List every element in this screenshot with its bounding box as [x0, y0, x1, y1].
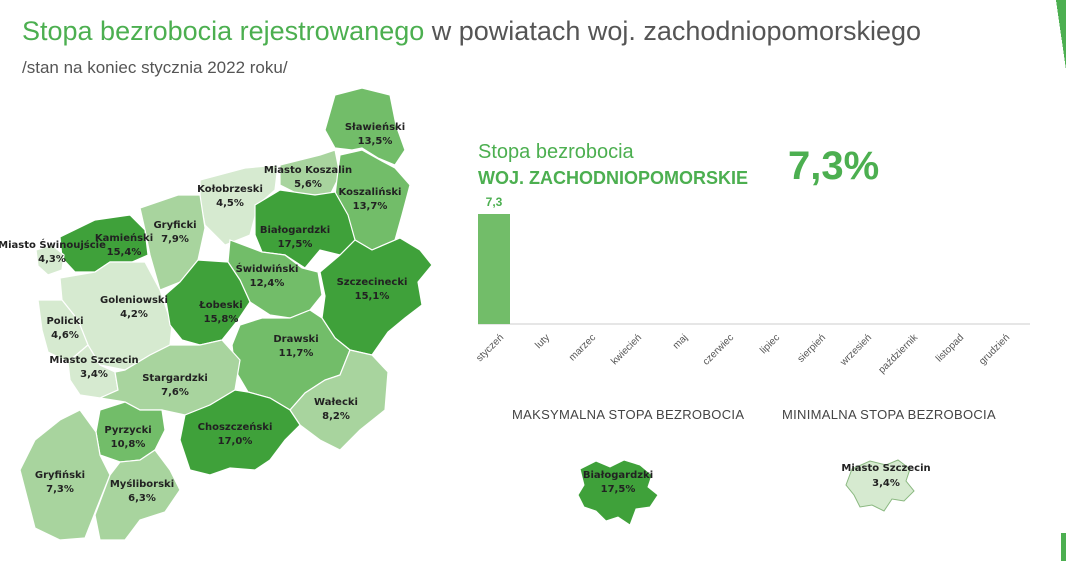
region-value-wałecki: 8,2%	[322, 411, 350, 422]
month-label-październik: październik	[877, 332, 921, 376]
region-name-gryficki: Gryficki	[153, 220, 196, 231]
region-value-szczecinecki: 15,1%	[355, 291, 390, 302]
region-name-białogardzki: Białogardzki	[260, 225, 330, 236]
region-value-gryfiński: 7,3%	[46, 484, 74, 495]
region-name-sławieński: Sławieński	[345, 121, 405, 133]
bar-label-styczeń: 7,3	[486, 195, 503, 209]
min-region-value: 3,4%	[872, 478, 900, 489]
region-name-miasto-świnoujście: Miasto Świnoujście	[0, 238, 106, 251]
accent-mark	[1061, 533, 1066, 561]
region-value-kołobrzeski: 4,5%	[216, 198, 244, 209]
region-value-goleniowski: 4,2%	[120, 309, 148, 320]
region-name-świdwiński: Świdwiński	[236, 262, 299, 275]
region-name-stargardzki: Stargardzki	[142, 373, 208, 384]
region-łobeski	[164, 259, 251, 346]
bar-styczeń	[478, 214, 510, 324]
month-label-marzec: marzec	[567, 332, 598, 363]
min-region-map: Miasto Szczecin 3,4%	[841, 459, 931, 512]
min-region-shape	[845, 459, 915, 512]
region-sławieński	[324, 87, 406, 166]
region-szczecinecki	[319, 237, 433, 356]
region-value-sławieński: 13,5%	[358, 136, 393, 147]
month-label-kwiecień: kwiecień	[609, 332, 644, 367]
region-name-wałecki: Wałecki	[314, 397, 358, 408]
month-label-styczeń: styczeń	[474, 332, 506, 364]
month-label-grudzień: grudzień	[977, 332, 1012, 367]
max-region-name: Białogardzki	[583, 470, 653, 481]
region-miasto-świnoujście	[35, 244, 65, 276]
region-name-drawski: Drawski	[273, 334, 318, 345]
kpi-title: Stopa bezrobocia	[478, 141, 634, 163]
region-name-kamieński: Kamieński	[95, 232, 153, 244]
region-name-miasto-szczecin: Miasto Szczecin	[49, 355, 138, 366]
region-value-miasto-koszalin: 5,6%	[294, 179, 322, 190]
region-name-miasto-koszalin: Miasto Koszalin	[264, 165, 352, 176]
region-value-łobeski: 15,8%	[204, 314, 239, 325]
region-value-pyrzycki: 10,8%	[111, 439, 146, 450]
region-miasto-koszalin	[279, 149, 341, 196]
accent-triangle	[1056, 0, 1066, 70]
title-rest: w powiatach woj. zachodniopomorskiego	[424, 16, 922, 46]
region-value-koszaliński: 13,7%	[353, 201, 388, 212]
month-label-wrzesień: wrzesień	[838, 332, 874, 368]
region-name-koszaliński: Koszaliński	[339, 186, 402, 198]
region-value-świdwiński: 12,4%	[250, 278, 285, 289]
region-value-miasto-szczecin: 3,4%	[80, 369, 108, 380]
region-value-białogardzki: 17,5%	[278, 239, 313, 250]
region-value-choszczeński: 17,0%	[218, 436, 253, 447]
region-name-kołobrzeski: Kołobrzeski	[197, 184, 263, 195]
region-name-szczecinecki: Szczecinecki	[337, 277, 408, 288]
page-title: Stopa bezrobocia rejestrowanego w powiat…	[22, 16, 921, 47]
monthly-bar-chart: 7,3 styczeń luty marzec kwiecień maj czerwiec…	[474, 195, 1030, 376]
region-name-gryfiński: Gryfiński	[35, 469, 85, 481]
max-region-value: 17,5%	[601, 484, 636, 495]
region-value-gryficki: 7,9%	[161, 234, 189, 245]
region-value-stargardzki: 7,6%	[161, 387, 189, 398]
month-label-listopad: listopad	[934, 332, 966, 364]
title-highlight: Stopa bezrobocia rejestrowanego	[22, 16, 425, 46]
county-map: Sławieński 13,5% Miasto Koszalin 5,6% Koszal…	[0, 87, 433, 541]
region-choszczeński	[179, 389, 301, 476]
region-name-myśliborski: Myśliborski	[110, 478, 174, 490]
region-name-pyrzycki: Pyrzycki	[104, 425, 151, 436]
min-rate-label: MINIMALNA STOPA BEZROBOCIA	[782, 407, 996, 422]
max-region-map: Białogardzki 17,5%	[577, 459, 659, 526]
month-label-czerwiec: czerwiec	[701, 332, 736, 367]
region-name-goleniowski: Goleniowski	[100, 295, 168, 306]
max-rate-label: MAKSYMALNA STOPA BEZROBOCIA	[512, 407, 745, 422]
page-subtitle: /stan na koniec stycznia 2022 roku/	[22, 58, 288, 77]
kpi-value: 7,3%	[788, 144, 880, 188]
region-wałecki	[289, 349, 389, 451]
kpi-region: WOJ. ZACHODNIOPOMORSKIE	[478, 168, 749, 188]
region-name-łobeski: Łobeski	[198, 300, 242, 311]
region-value-kamieński: 15,4%	[107, 247, 142, 258]
region-value-drawski: 11,7%	[279, 348, 314, 359]
region-value-miasto-świnoujście: 4,3%	[38, 254, 66, 265]
region-name-choszczeński: Choszczeński	[198, 421, 273, 433]
region-gryfiński	[19, 409, 111, 541]
region-myśliborski	[94, 449, 181, 541]
region-value-myśliborski: 6,3%	[128, 493, 156, 504]
region-value-policki: 4,6%	[51, 330, 79, 341]
month-label-sierpień: sierpień	[796, 332, 829, 365]
month-label-luty: luty	[533, 332, 552, 351]
max-region-shape	[577, 459, 659, 526]
month-label-maj: maj	[671, 332, 690, 351]
min-region-name: Miasto Szczecin	[841, 463, 930, 474]
region-name-policki: Policki	[46, 316, 83, 327]
month-label-lipiec: lipiec	[758, 332, 782, 356]
